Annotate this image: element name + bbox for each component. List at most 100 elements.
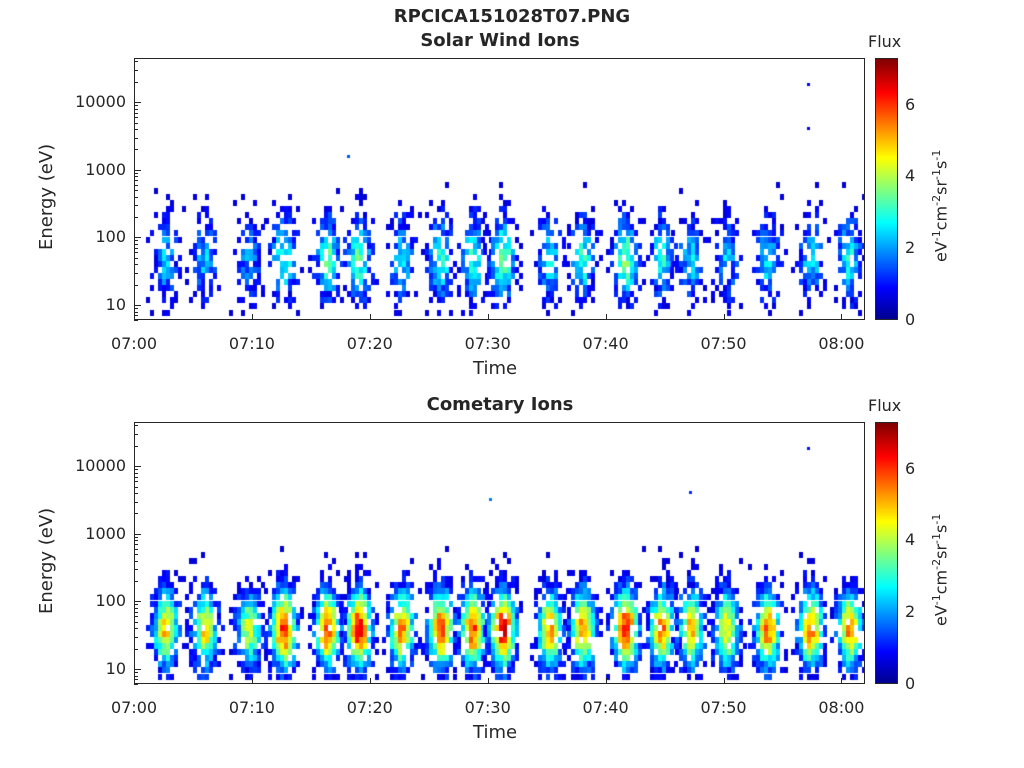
x-tick-mark [369, 314, 371, 320]
y-minor-tick [134, 433, 138, 435]
colorbar-tick-label: 2 [905, 238, 916, 258]
y-axis-label: Energy (eV) [36, 507, 57, 614]
figure-title: RPCICA151028T07.PNG [393, 6, 631, 27]
y-minor-tick [134, 544, 138, 546]
colorbar-tick-label: 0 [905, 310, 916, 329]
y-minor-tick [134, 61, 138, 63]
solar-wind-heatmap [135, 59, 864, 319]
y-minor-tick [134, 540, 138, 542]
y-minor-tick [134, 257, 138, 259]
y-minor-tick [134, 243, 138, 245]
y-minor-tick [134, 628, 138, 630]
y-minor-tick [134, 569, 138, 571]
y-minor-tick [134, 264, 138, 266]
x-tick-mark [723, 678, 725, 684]
y-tick-label: 10000 [75, 92, 126, 112]
x-tick-mark [605, 314, 607, 320]
colorbar-tick-label: 6 [905, 458, 916, 478]
y-minor-tick [134, 205, 138, 207]
y-minor-tick [134, 548, 138, 550]
x-tick-mark [841, 678, 843, 684]
x-tick-mark [605, 678, 607, 684]
y-minor-tick [134, 149, 138, 151]
panel-title-cometary: Cometary Ions [426, 394, 574, 415]
y-minor-tick [134, 501, 138, 503]
y-minor-tick [134, 636, 138, 638]
x-axis-label: Time [473, 722, 518, 743]
x-tick-label: 07:50 [700, 334, 747, 353]
colorbar-tick-label: 4 [905, 530, 916, 550]
y-tick-mark [134, 466, 141, 468]
y-minor-tick [134, 180, 138, 182]
y-tick-label: 1000 [85, 159, 126, 179]
x-tick-label: 07:30 [464, 698, 511, 717]
x-tick-label: 07:00 [110, 334, 158, 353]
y-minor-tick [134, 607, 138, 609]
y-minor-tick [134, 684, 138, 685]
colorbar [875, 58, 898, 320]
y-minor-tick [134, 81, 138, 83]
y-minor-tick [134, 493, 138, 495]
y-tick-mark [134, 305, 141, 306]
cometary-heatmap [135, 423, 864, 683]
y-minor-tick [134, 122, 138, 124]
y-tick-label: 100 [95, 591, 126, 611]
colorbar-tick-label: 6 [905, 94, 916, 114]
solar-wind-spectrogram [134, 58, 865, 320]
y-minor-tick [134, 648, 138, 650]
colorbar-tick-label: 2 [905, 602, 916, 622]
y-minor-tick [134, 581, 138, 583]
y-minor-tick [134, 311, 138, 313]
y-minor-tick [134, 611, 138, 613]
x-tick-mark [251, 314, 253, 320]
y-minor-tick [134, 252, 138, 254]
y-minor-tick [134, 308, 138, 310]
x-tick-label: 07:30 [464, 334, 511, 353]
y-tick-label: 10 [105, 295, 126, 314]
x-tick-mark [841, 314, 843, 320]
y-tick-mark [134, 169, 141, 171]
y-minor-tick [134, 621, 138, 623]
y-minor-tick [134, 240, 138, 242]
y-minor-tick [134, 513, 138, 515]
x-tick-label: 07:40 [582, 698, 629, 717]
y-minor-tick [134, 472, 138, 474]
y-minor-tick [134, 172, 138, 174]
y-minor-tick [134, 481, 138, 483]
y-tick-mark [134, 669, 141, 670]
x-tick-mark [369, 678, 371, 684]
y-tick-label: 10 [105, 659, 126, 678]
y-minor-tick [134, 445, 138, 447]
x-tick-label: 07:20 [346, 698, 393, 717]
y-minor-tick [134, 672, 138, 674]
y-minor-tick [134, 112, 138, 114]
x-tick-label: 07:20 [346, 334, 393, 353]
y-minor-tick [134, 129, 138, 131]
x-tick-mark [487, 678, 489, 684]
y-minor-tick [134, 190, 138, 192]
y-minor-tick [134, 554, 138, 556]
y-tick-mark [134, 102, 141, 104]
cometary-spectrogram [134, 422, 865, 684]
x-tick-mark [723, 314, 725, 320]
y-minor-tick [134, 675, 138, 677]
y-minor-tick [134, 679, 138, 681]
y-minor-tick [134, 137, 138, 139]
y-tick-mark [134, 237, 141, 239]
y-minor-tick [134, 476, 138, 478]
y-minor-tick [134, 217, 138, 219]
y-minor-tick [134, 320, 138, 321]
colorbar-tick-label: 0 [905, 674, 916, 693]
y-tick-label: 100 [95, 227, 126, 247]
y-minor-tick [134, 117, 138, 119]
y-tick-label: 10000 [75, 456, 126, 476]
y-minor-tick [134, 560, 138, 562]
y-tick-label: 1000 [85, 523, 126, 543]
y-tick-mark [134, 533, 141, 535]
y-minor-tick [134, 616, 138, 618]
x-tick-mark [251, 678, 253, 684]
x-tick-mark [134, 678, 135, 684]
y-minor-tick [134, 176, 138, 178]
y-minor-tick [134, 108, 138, 110]
y-minor-tick [134, 486, 138, 488]
